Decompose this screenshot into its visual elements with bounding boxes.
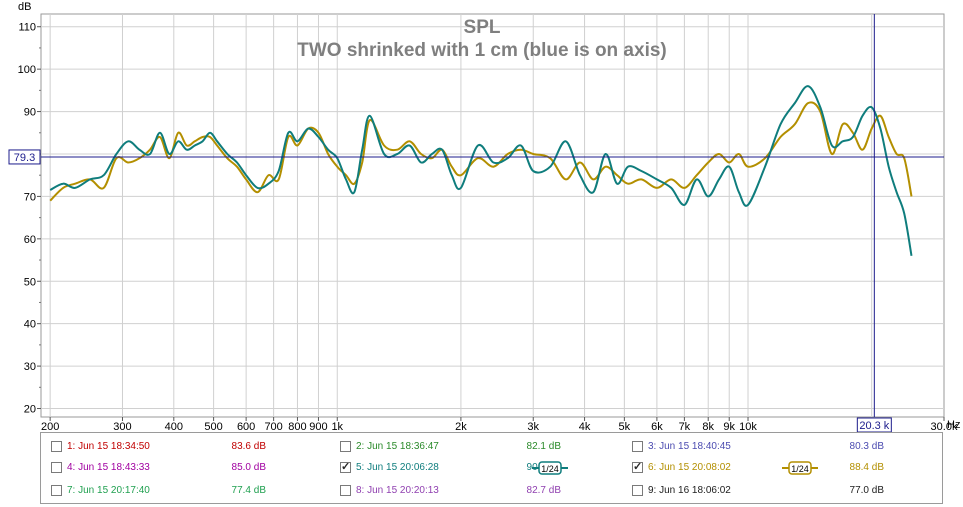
- legend-label: 2: Jun 15 18:36:47: [356, 441, 439, 452]
- x-unit-label: Hz: [947, 419, 960, 431]
- legend-value: 82.1 dB: [526, 441, 561, 452]
- legend-label: 9: Jun 16 18:06:02: [648, 485, 731, 496]
- y-unit-label: dB: [18, 1, 31, 13]
- checkmark-icon: ✓: [633, 461, 643, 473]
- x-tick-label: 6k: [651, 421, 663, 432]
- legend-item: 7: Jun 15 20:17:40 77.4 dB: [51, 484, 331, 498]
- legend-checkbox[interactable]: [51, 462, 62, 473]
- legend-label: 8: Jun 15 20:20:13: [356, 485, 439, 496]
- cursor-x-readout-box: [856, 417, 892, 432]
- legend-item: 8: Jun 15 20:20:13 82.7 dB: [340, 484, 620, 498]
- x-tick-label: 4k: [579, 421, 591, 432]
- x-tick-label: 400: [165, 421, 183, 432]
- smoothing-label: 1/24: [791, 464, 809, 474]
- legend-label: 5: Jun 15 20:06:28: [356, 462, 439, 473]
- legend-checkbox[interactable]: [340, 441, 351, 452]
- spl-chart[interactable]: 1101009080706050403020 20030040050060070…: [0, 0, 963, 432]
- plot-area: [40, 13, 945, 418]
- x-tick-label: 3k: [527, 421, 539, 432]
- y-axis-ticks: 1101009080706050403020: [18, 22, 41, 416]
- x-tick-label: 9k: [723, 421, 735, 432]
- legend-checkbox[interactable]: [51, 485, 62, 496]
- x-tick-label: 300: [113, 421, 131, 432]
- smoothing-label: 1/24: [541, 464, 559, 474]
- x-tick-label: 10k: [739, 421, 757, 432]
- x-tick-label: 8k: [702, 421, 714, 432]
- y-tick-label: 110: [18, 22, 36, 34]
- legend-label: 4: Jun 15 18:43:33: [67, 462, 150, 473]
- x-tick-label: 600: [237, 421, 255, 432]
- legend-checkbox[interactable]: ✓: [632, 461, 643, 473]
- x-tick-label: 500: [204, 421, 222, 432]
- y-tick-label: 90: [24, 107, 36, 119]
- legend-item: 4: Jun 15 18:43:33 85.0 dB: [51, 461, 331, 475]
- legend-item: 2: Jun 15 18:36:47 82.1 dB: [340, 440, 620, 454]
- legend-label: 1: Jun 15 18:34:50: [67, 441, 150, 452]
- legend-checkbox[interactable]: [340, 485, 351, 496]
- chart-title: SPL: [464, 17, 501, 38]
- legend-item: ✓5: Jun 15 20:06:2890.3 dB1/24: [340, 461, 620, 475]
- legend-item: 3: Jun 15 18:40:45 80.3 dB: [632, 440, 912, 454]
- y-tick-label: 70: [24, 191, 36, 203]
- x-tick-label: 2k: [455, 421, 467, 432]
- y-tick-label: 100: [18, 64, 36, 76]
- x-tick-label: 1k: [331, 421, 343, 432]
- x-axis-ticks: 200 300 400 500 600 700 800 900 1k 2k 3k 4k 5k 6k 7k 8k…: [41, 417, 958, 432]
- x-tick-label: 700: [264, 421, 282, 432]
- legend-panel: 1: Jun 15 18:34:50 83.6 dB 2: Jun 15 18:36…: [40, 432, 943, 504]
- y-tick-label: 60: [24, 234, 36, 246]
- y-tick-label: 30: [24, 361, 36, 373]
- cursor-y-readout-box: [8, 149, 41, 165]
- legend-label: 3: Jun 15 18:40:45: [648, 441, 731, 452]
- legend-item: ✓ 6: Jun 15 20:08:02 88.4 dB 1/24: [632, 461, 912, 475]
- y-tick-label: 40: [24, 319, 36, 331]
- cursor-crosshair[interactable]: 79.3 20.3 k: [8, 14, 944, 432]
- legend-checkbox[interactable]: ✓: [340, 461, 351, 473]
- legend-value: 77.0 dB: [849, 485, 884, 496]
- legend-label: 6: Jun 15 20:08:02: [648, 462, 731, 473]
- x-tick-label: 5k: [619, 421, 631, 432]
- smoothing-indicator[interactable]: 1/24: [782, 461, 818, 475]
- legend-checkbox[interactable]: [51, 441, 62, 452]
- chart-subtitle: TWO shrinked with 1 cm (blue is on axis): [297, 40, 667, 61]
- grid-lines: [41, 14, 944, 417]
- legend-value: 77.4 dB: [231, 485, 266, 496]
- legend-item: 9: Jun 16 18:06:02 77.0 dB: [632, 484, 912, 498]
- legend-value: 85.0 dB: [231, 462, 266, 473]
- cursor-y-readout: 79.3: [14, 152, 35, 164]
- x-tick-label: 200: [41, 421, 59, 432]
- y-tick-label: 20: [24, 404, 36, 416]
- legend-value: 88.4 dB: [849, 462, 884, 473]
- legend-value: 82.7 dB: [526, 485, 561, 496]
- legend-item: 1: Jun 15 18:34:50 83.6 dB: [51, 440, 331, 454]
- x-tick-label: 900: [309, 421, 327, 432]
- legend-value: 80.3 dB: [849, 441, 884, 452]
- checkmark-icon: ✓: [341, 461, 351, 473]
- cursor-x-readout: 20.3 k: [859, 420, 889, 432]
- x-tick-label: 7k: [679, 421, 691, 432]
- smoothing-indicator[interactable]: 1/24: [532, 461, 568, 475]
- legend-checkbox[interactable]: [632, 485, 643, 496]
- legend-value: 83.6 dB: [231, 441, 266, 452]
- y-tick-label: 50: [24, 276, 36, 288]
- x-tick-label: 800: [288, 421, 306, 432]
- legend-label: 7: Jun 15 20:17:40: [67, 485, 150, 496]
- legend-checkbox[interactable]: [632, 441, 643, 452]
- series-line-measurement-5: [49, 85, 913, 256]
- x-tick-label: 30.0k: [931, 421, 958, 432]
